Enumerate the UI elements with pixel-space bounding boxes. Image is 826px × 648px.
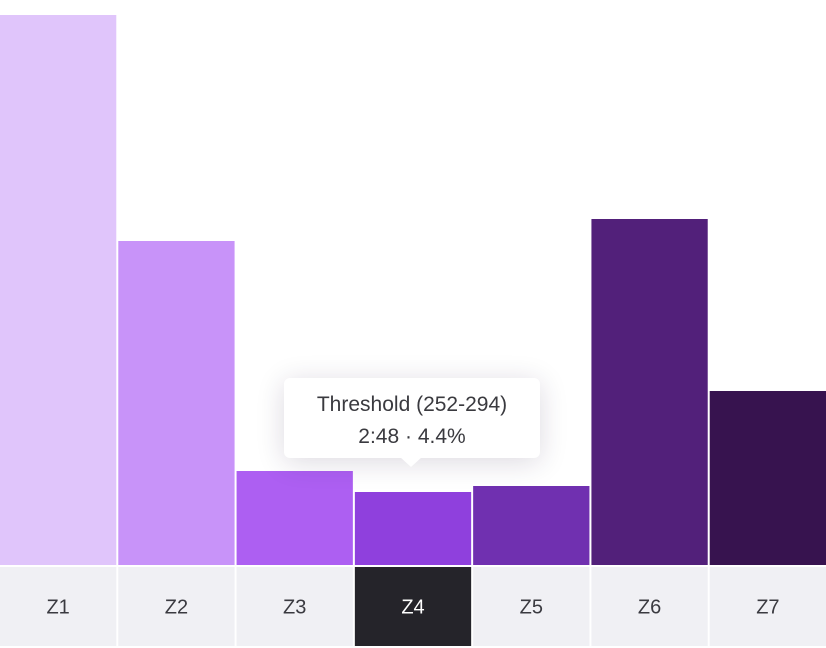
zone-tab-z4[interactable] [354,567,472,646]
zone-label-z2: Z2 [165,597,188,619]
zone-tab-z7[interactable] [709,567,826,646]
zone-label-z1: Z1 [46,597,69,619]
zone-label-z3: Z3 [283,597,306,619]
zone-tab-z5[interactable] [473,567,590,646]
bar-z6[interactable] [591,219,708,565]
bar-z7[interactable] [709,391,826,565]
bar-z5[interactable] [473,486,590,565]
zone-label-z5: Z5 [520,597,543,619]
bar-z3[interactable] [236,471,353,565]
bar-z4[interactable] [354,492,472,565]
zone-tab-z1[interactable] [0,567,117,646]
zone-tab-z3[interactable] [236,567,353,646]
tooltip-arrow [400,457,422,467]
zone-label-z4: Z4 [401,597,424,619]
zone-labels-group: Z1 Z2 Z3 Z4 Z5 Z6 Z7 [0,567,826,646]
bar-z1[interactable] [0,15,117,565]
zone-tooltip: Threshold (252-294) 2:48 · 4.4% [284,378,540,467]
tooltip-title: Threshold (252-294) [316,393,508,416]
zone-label-z7: Z7 [756,597,779,619]
bar-z2[interactable] [118,241,235,565]
zone-tab-z2[interactable] [118,567,235,646]
bars-group [0,15,826,565]
tooltip-detail: 2:48 · 4.4% [358,425,466,448]
zone-label-z6: Z6 [638,597,661,619]
zone-tab-z6[interactable] [591,567,708,646]
